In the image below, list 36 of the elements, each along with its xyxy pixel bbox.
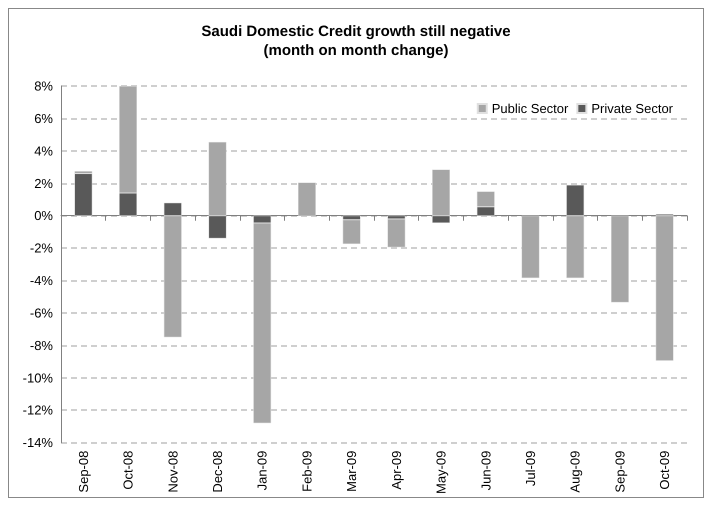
bar	[656, 216, 674, 361]
y-tick-label: -2%	[30, 240, 54, 256]
x-tick-label: Feb-09	[299, 450, 314, 492]
bar	[387, 218, 406, 248]
x-tick-label: Apr-09	[388, 450, 404, 490]
bar	[610, 216, 629, 302]
x-tick-label: Oct-08	[120, 450, 136, 490]
y-tick-label: 4%	[34, 143, 54, 158]
y-tick-label: 8%	[34, 78, 54, 94]
x-tick-label: Nov-08	[165, 450, 180, 493]
y-tick-label: 0%	[34, 208, 54, 224]
y-tick-label: -14%	[22, 435, 54, 450]
bar	[298, 182, 316, 216]
bar	[342, 220, 361, 244]
x-tick-label: Oct-09	[657, 450, 672, 490]
y-tick-label: -12%	[22, 402, 54, 418]
x-tick-label: Mar-09	[344, 450, 360, 492]
x-tick-label: Sep-09	[612, 450, 628, 493]
y-tick-label: -8%	[30, 338, 54, 353]
x-tick-label: Jul-09	[523, 450, 538, 486]
x-tick-label: May-09	[434, 450, 449, 494]
y-tick-label: 2%	[34, 176, 54, 191]
chart-title: Saudi Domestic Credit growth still negative (month on month change)	[201, 23, 511, 59]
x-tick-label: Jan-09	[254, 450, 270, 490]
y-tick-label: -10%	[22, 370, 54, 386]
x-tick-label: Aug-09	[568, 450, 583, 493]
bar	[522, 216, 540, 278]
legend-label: Public Sector	[492, 101, 570, 116]
x-tick-label: Jun-09	[478, 450, 494, 490]
y-tick-label: -6%	[30, 305, 54, 320]
x-tick-label: Sep-08	[76, 450, 91, 493]
y-tick-label: 6%	[34, 110, 54, 126]
y-tick-label: -4%	[30, 273, 54, 288]
legend-label: Private Sector	[591, 101, 674, 116]
bar	[74, 174, 92, 216]
x-tick-label: Dec-08	[210, 450, 225, 493]
